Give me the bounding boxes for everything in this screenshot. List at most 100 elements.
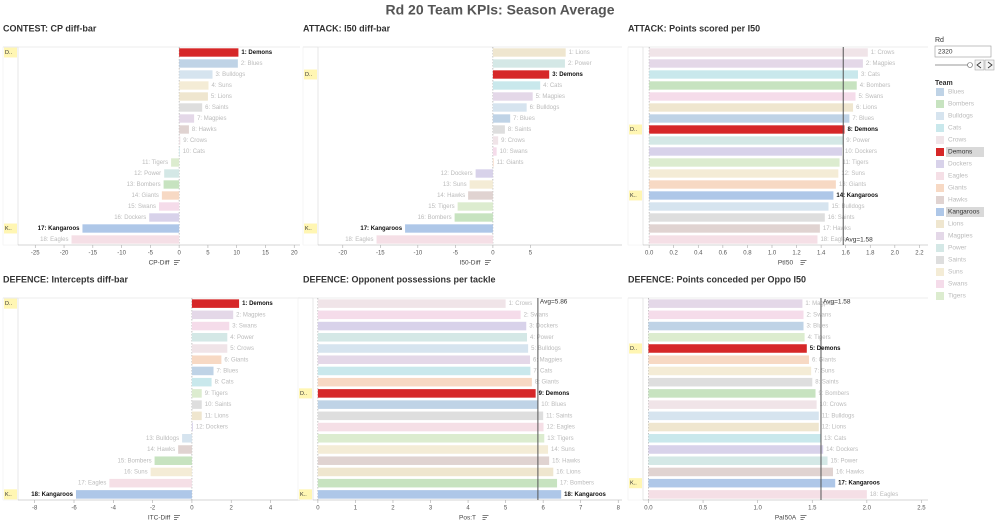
x-tick-label: 0.6 (719, 251, 728, 257)
legend-swatch (936, 256, 944, 264)
chart-title: DEFENCE: Intercepts diff-bar (3, 274, 129, 284)
bar (317, 377, 532, 387)
row-tag: K.. (630, 193, 637, 199)
filter-input[interactable] (934, 45, 992, 58)
bar (75, 490, 192, 499)
bar (317, 400, 539, 409)
bar-label: 9: Crows (183, 138, 207, 144)
x-tick-label: -10 (117, 251, 126, 257)
bar-label: 12: Lions (822, 425, 846, 431)
bar (649, 202, 829, 211)
bar-label: 8: Hawks (192, 127, 217, 133)
x-axis-label: I50-Diff (460, 260, 481, 267)
x-tick-label: 4 (269, 506, 273, 512)
prev-button[interactable] (974, 59, 985, 71)
bar-label: 16: Hawks (836, 470, 864, 476)
sort-icon (800, 515, 807, 520)
bar (179, 103, 203, 112)
bar-label: 11: Giants (497, 160, 524, 166)
row-tag-bg (4, 223, 17, 234)
x-tick-label: 8 (617, 506, 621, 512)
next-button[interactable] (984, 59, 995, 71)
bar (191, 422, 193, 432)
bar (648, 411, 819, 421)
legend-swatch (936, 196, 944, 204)
bar (191, 411, 202, 421)
bar-label: 2: Swans (807, 312, 832, 318)
bar-label: 6: Giants (224, 357, 248, 363)
bar (179, 81, 209, 90)
legend-label: Crows (948, 137, 967, 144)
legend-swatch (936, 268, 944, 276)
legend-swatch (936, 88, 944, 96)
bar (492, 103, 527, 112)
tag-column (2, 46, 19, 246)
bar-label: 4: Power (230, 335, 254, 341)
legend-swatch (936, 112, 944, 120)
bar-label: 10: Blues (541, 402, 566, 408)
bar-label: 12: Dockers (196, 425, 228, 431)
x-tick-label: 0 (491, 251, 495, 257)
legend-label: Bombers (948, 101, 975, 108)
bar-label: 13: Cats (824, 436, 846, 442)
slider-handle[interactable] (967, 62, 973, 68)
legend-label: Hawks (948, 197, 968, 204)
bar-label: 3: Dockers (529, 324, 558, 330)
bar-label: 14: Kangaroos (836, 193, 878, 199)
legend-label: Dockers (948, 161, 973, 168)
bar (317, 478, 558, 488)
bar-label: 17: Kangaroos (360, 226, 402, 232)
prev-icon (976, 61, 982, 69)
row-tag: D.. (630, 127, 638, 133)
bar-label: 18: Eagles (820, 237, 848, 243)
legend-label: Demons (948, 149, 973, 156)
row-tag-bg (299, 489, 312, 500)
legend-label: Magpies (948, 233, 973, 240)
bar-label: 6: Bulldogs (530, 105, 560, 111)
bar-label: 11: Tigers (843, 160, 869, 166)
row-tag-bg (629, 478, 642, 489)
bar (649, 48, 868, 57)
x-tick-label: -15 (88, 251, 97, 257)
bar-label: 18: Kangaroos (31, 492, 73, 498)
legend-label: Saints (948, 257, 967, 264)
row-tag: D.. (305, 72, 313, 78)
bar-label: 12: Eagles (547, 425, 575, 431)
legend-label: Kangaroos (948, 209, 980, 216)
bar (649, 81, 857, 90)
bar-label: 10: Cats (183, 149, 205, 155)
x-tick-label: 0.5 (699, 506, 708, 512)
bar (648, 389, 816, 398)
bar-label: 7: Magpies (197, 116, 226, 122)
bar-label: 5: Magpies (536, 94, 565, 100)
bar (648, 321, 804, 331)
bar (317, 422, 544, 432)
bar (405, 224, 493, 233)
x-tick-label: -6 (71, 506, 77, 512)
bar-label: 8: Saints (508, 127, 531, 133)
row-tag-bg (299, 388, 312, 399)
bar (648, 434, 821, 443)
x-tick-label: 15 (262, 251, 269, 257)
bar (649, 169, 839, 178)
bar-label: 13: Tigers (547, 436, 573, 442)
x-tick-label: 6 (541, 506, 545, 512)
bar (649, 213, 825, 222)
bar (376, 235, 493, 244)
bar-label: 11: Saints (546, 413, 572, 419)
bar-label: 3: Bulldogs (216, 72, 246, 78)
x-tick-label: 1.0 (753, 506, 762, 512)
legend-label: Cats (948, 125, 962, 132)
row-tag-bg (4, 298, 17, 309)
bar (317, 344, 529, 353)
x-tick-label: -5 (453, 251, 459, 257)
x-tick-label: 1.2 (792, 251, 801, 257)
bar (649, 59, 863, 68)
x-tick-label: 5 (529, 251, 533, 257)
bar (179, 136, 181, 145)
bar (317, 445, 549, 454)
bar (649, 224, 820, 233)
next-icon (987, 61, 993, 69)
x-tick-label: -20 (338, 251, 347, 257)
